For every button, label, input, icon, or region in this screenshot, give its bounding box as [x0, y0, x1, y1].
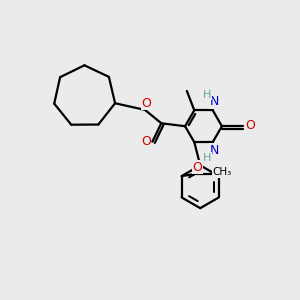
Text: H: H: [203, 90, 212, 100]
Text: O: O: [192, 160, 202, 174]
Text: CH₃: CH₃: [212, 167, 232, 178]
Text: O: O: [142, 97, 152, 110]
Text: O: O: [141, 135, 151, 148]
Text: H: H: [203, 153, 212, 163]
Text: N: N: [209, 95, 219, 108]
Text: N: N: [209, 144, 219, 157]
Text: O: O: [245, 118, 255, 131]
